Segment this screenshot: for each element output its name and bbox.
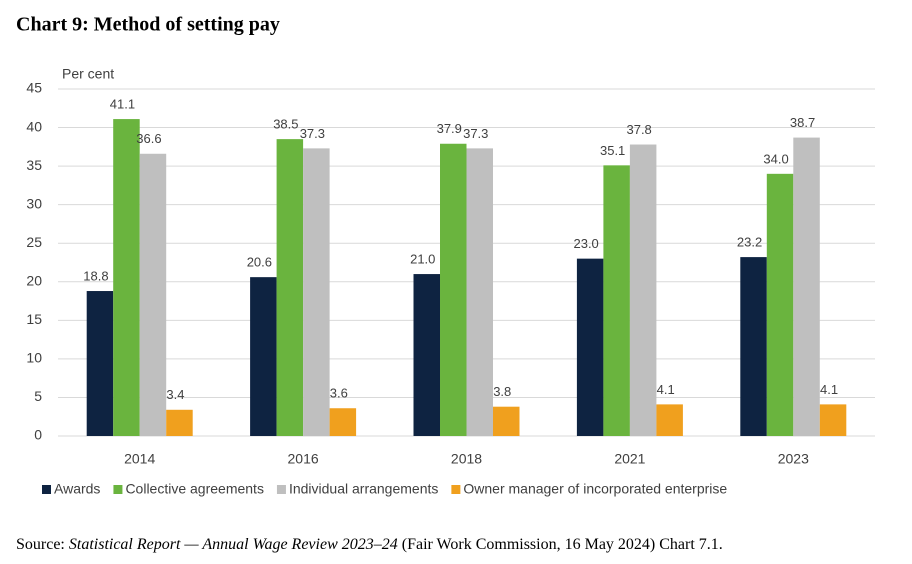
value-label: 41.1 <box>110 97 135 112</box>
value-label: 3.4 <box>166 387 184 402</box>
bar <box>250 277 277 436</box>
legend-swatch <box>113 485 123 494</box>
bar <box>166 409 193 436</box>
x-tick-label: 2023 <box>778 451 809 467</box>
bar <box>603 165 630 436</box>
legend-label: Individual arrangements <box>289 481 438 497</box>
bar <box>276 139 304 436</box>
bar <box>329 408 357 436</box>
value-label: 36.6 <box>136 131 161 146</box>
source-prefix: Source: <box>16 536 69 553</box>
value-label: 21.0 <box>410 252 435 267</box>
bar <box>656 404 683 436</box>
chart-title: Chart 9: Method of setting pay <box>16 14 280 36</box>
y-tick-label: 25 <box>26 234 42 250</box>
bar <box>576 258 604 436</box>
legend-swatch <box>451 485 461 494</box>
bar <box>413 274 440 436</box>
value-label: 23.2 <box>737 235 762 250</box>
bar <box>440 143 467 436</box>
y-tick-label: 40 <box>26 118 42 134</box>
y-tick-label: 30 <box>26 195 42 211</box>
legend-label: Owner manager of incorporated enterprise <box>463 481 727 497</box>
legend-swatch <box>42 485 51 494</box>
y-tick-label: 0 <box>34 427 42 443</box>
legend-label: Collective agreements <box>125 481 264 497</box>
y-tick-label: 10 <box>26 350 42 366</box>
value-label: 20.6 <box>247 255 272 270</box>
value-label: 37.9 <box>437 121 462 136</box>
value-label: 34.0 <box>763 151 788 166</box>
bar <box>629 144 657 436</box>
value-label: 4.1 <box>657 382 675 397</box>
value-label: 38.5 <box>273 117 298 132</box>
value-label: 18.8 <box>83 268 108 283</box>
value-label: 3.8 <box>493 384 511 399</box>
y-tick-label: 5 <box>34 388 42 404</box>
x-tick-label: 2021 <box>614 451 645 467</box>
bar <box>303 148 330 436</box>
value-label: 35.1 <box>600 143 625 158</box>
bar <box>493 406 520 436</box>
source-suffix: (Fair Work Commission, 16 May 2024) Char… <box>398 536 723 553</box>
value-label: 3.6 <box>330 386 348 401</box>
y-tick-label: 20 <box>26 272 42 288</box>
legend-label: Awards <box>54 481 100 497</box>
legend-swatch <box>276 485 286 494</box>
value-label: 37.8 <box>626 122 651 137</box>
value-label: 37.3 <box>300 126 325 141</box>
value-label: 38.7 <box>790 115 815 130</box>
y-tick-label: 35 <box>26 157 42 173</box>
source: Source: Statistical Report — Annual Wage… <box>16 536 723 553</box>
x-tick-label: 2018 <box>451 451 482 467</box>
bar <box>819 404 847 436</box>
bar <box>766 173 794 437</box>
value-label: 37.3 <box>463 126 488 141</box>
bar <box>139 153 167 437</box>
value-label: 23.0 <box>573 236 598 251</box>
bar <box>793 137 820 436</box>
source-title: Statistical Report — Annual Wage Review … <box>69 536 398 553</box>
x-tick-label: 2014 <box>124 451 155 467</box>
x-tick-label: 2016 <box>288 451 319 467</box>
bar <box>466 148 493 436</box>
bar <box>86 291 114 436</box>
bar <box>740 257 767 436</box>
y-tick-label: 15 <box>26 311 42 327</box>
y-tick-label: 45 <box>26 80 42 96</box>
y-axis-label: Per cent <box>62 66 114 82</box>
bar <box>113 119 140 436</box>
value-label: 4.1 <box>820 382 838 397</box>
